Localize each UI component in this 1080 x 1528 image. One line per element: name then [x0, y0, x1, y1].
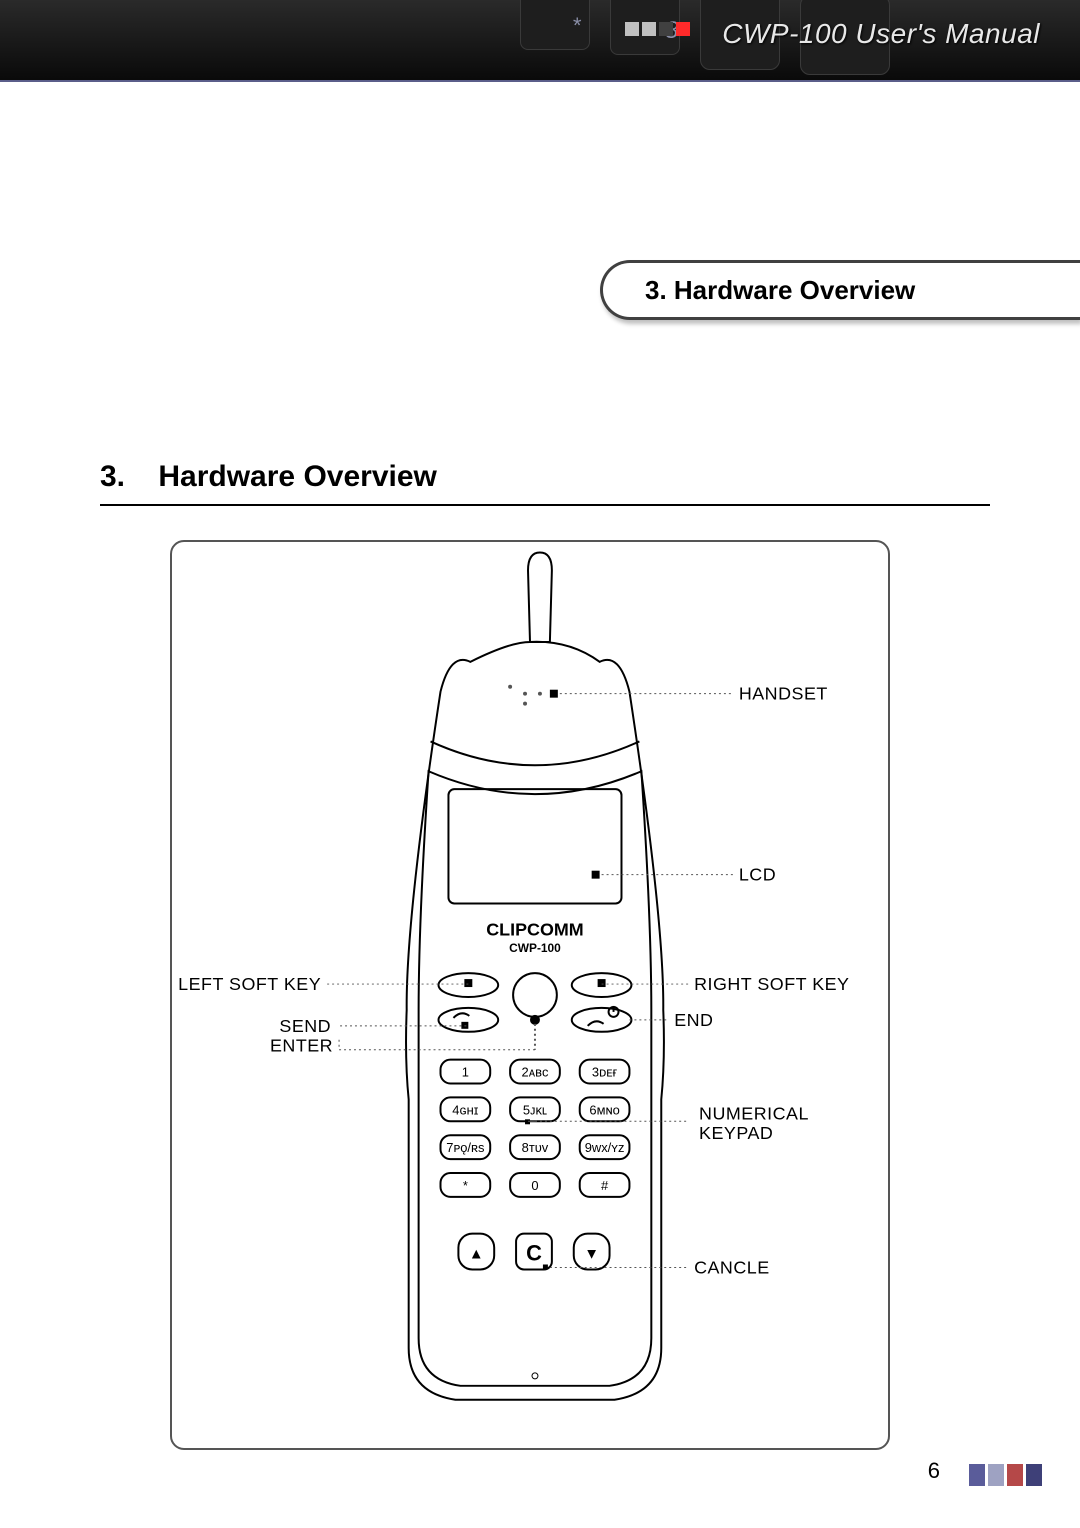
svg-text:1: 1: [462, 1065, 469, 1080]
section-tab: 3. Hardware Overview: [600, 260, 1080, 320]
callout-keypad-2: KEYPAD: [699, 1123, 773, 1143]
banner-title: CWP-100 User's Manual: [722, 18, 1040, 50]
svg-text:7ᴘǫ/ʀs: 7ᴘǫ/ʀs: [446, 1140, 484, 1155]
svg-text:▼: ▼: [584, 1247, 599, 1263]
callout-enter: ENTER: [270, 1036, 333, 1056]
svg-text:0: 0: [531, 1178, 538, 1193]
svg-text:#: #: [601, 1178, 609, 1193]
svg-text:▲: ▲: [469, 1247, 484, 1263]
svg-text:*: *: [463, 1178, 468, 1193]
page-number: 6: [928, 1458, 940, 1484]
device-model: CWP-100: [509, 941, 561, 955]
section-heading: 3. Hardware Overview: [100, 460, 437, 494]
banner-logo-blocks: [625, 22, 690, 36]
callout-lcd: LCD: [739, 865, 776, 885]
svg-text:9ᴡx/ʏᴢ: 9ᴡx/ʏᴢ: [585, 1140, 625, 1155]
numerical-keypad: 1 2ᴀʙᴄ 3ᴅᴇғ 4ɢʜɪ 5ᴊᴋʟ 6ᴍɴᴏ 7ᴘǫ/ʀs 8ᴛᴜᴠ 9…: [441, 1060, 630, 1270]
mic-hole: [532, 1373, 538, 1379]
callout-leaders: [326, 694, 734, 1268]
earpiece-dots: [508, 685, 558, 706]
svg-text:*: *: [572, 13, 582, 38]
callout-handset: HANDSET: [739, 684, 828, 704]
callout-send: SEND: [279, 1016, 331, 1036]
svg-text:8ᴛᴜᴠ: 8ᴛᴜᴠ: [522, 1140, 549, 1155]
hardware-diagram: CLIPCOMM CWP-100 1 2ᴀʙᴄ 3ᴅᴇғ 4ɢʜɪ 5ᴊᴋʟ: [170, 540, 890, 1450]
heading-title: Hardware Overview: [158, 460, 436, 493]
send-end-row: [439, 1006, 632, 1050]
svg-text:6ᴍɴᴏ: 6ᴍɴᴏ: [589, 1102, 619, 1117]
device-brand: CLIPCOMM: [486, 919, 583, 939]
svg-text:C: C: [526, 1241, 542, 1266]
svg-text:3ᴅᴇғ: 3ᴅᴇғ: [592, 1065, 618, 1080]
lcd-screen: [448, 789, 621, 903]
callout-right-soft: RIGHT SOFT KEY: [694, 974, 849, 994]
section-tab-label: 3. Hardware Overview: [645, 275, 915, 306]
phone-body: [406, 552, 664, 1399]
svg-text:4ɢʜɪ: 4ɢʜɪ: [452, 1102, 479, 1117]
callout-keypad-1: NUMERICAL: [699, 1103, 809, 1123]
heading-rule: [100, 504, 990, 506]
svg-text:5ᴊᴋʟ: 5ᴊᴋʟ: [523, 1102, 547, 1117]
callout-end: END: [674, 1010, 713, 1030]
page-banner: * 8 CWP-100 User's Manual: [0, 0, 1080, 82]
callout-left-soft: LEFT SOFT KEY: [178, 974, 321, 994]
softkey-row: [439, 973, 632, 1017]
callout-cancel: CANCLE: [694, 1257, 770, 1277]
footer-logo-blocks: [969, 1464, 1042, 1486]
svg-text:2ᴀʙᴄ: 2ᴀʙᴄ: [522, 1065, 549, 1080]
heading-number: 3.: [100, 460, 125, 493]
